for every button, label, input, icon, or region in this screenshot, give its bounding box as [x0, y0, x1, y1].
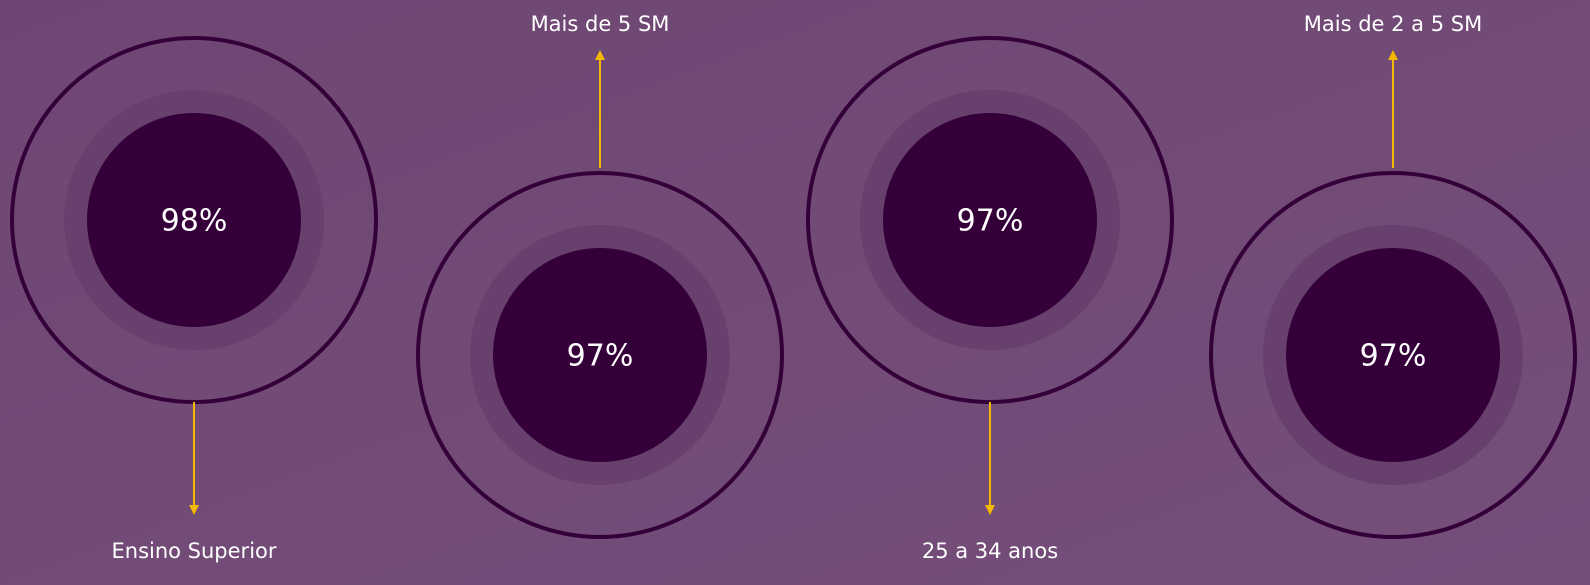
items: 98% Ensino Superior 97% Mais de 5 SM 97% 25 a… — [10, 12, 1577, 563]
caption: Mais de 2 a 5 SM — [1304, 12, 1482, 36]
inner-circle — [1286, 248, 1500, 462]
caption: Ensino Superior — [111, 539, 276, 563]
percentage: 98% — [161, 204, 228, 239]
percentage: 97% — [957, 204, 1024, 239]
percentage: 97% — [1360, 339, 1427, 374]
outer-ring — [1209, 171, 1577, 539]
inner-circle — [87, 113, 301, 327]
inner-circle — [493, 248, 707, 462]
percentage: 97% — [567, 339, 634, 374]
outer-ring — [416, 171, 784, 539]
inner-circle — [883, 113, 1097, 327]
caption: 25 a 34 anos — [922, 539, 1058, 563]
caption: Mais de 5 SM — [531, 12, 670, 36]
